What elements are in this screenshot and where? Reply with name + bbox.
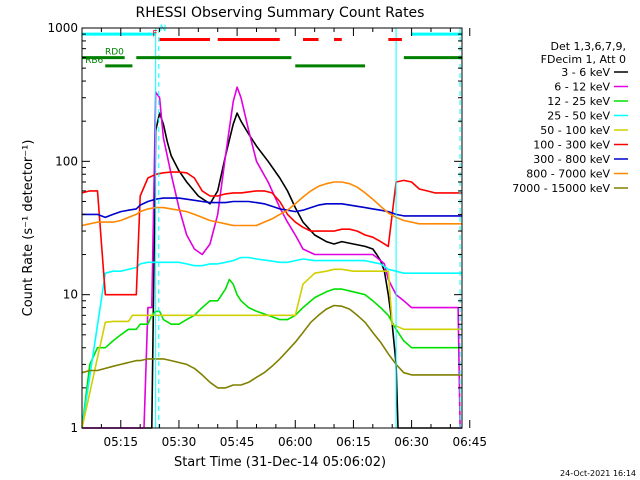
footer-timestamp: 24-Oct-2021 16:14 <box>560 469 636 478</box>
x-tick-label: 05:45 <box>220 435 255 449</box>
y-tick-label: 100 <box>55 154 78 168</box>
legend-label-7000-15000-kev: 7000 - 15000 keV <box>512 182 610 195</box>
legend: Det 1,3,6,7,9,FDecim 1, Att 03 - 6 keV 6 … <box>512 40 628 195</box>
series-line-12-25-kev <box>81 278 462 429</box>
y-tick-label: 1 <box>70 421 78 435</box>
x-tick-label: 06:00 <box>278 435 313 449</box>
legend-label-3-6-kev: 3 - 6 keV <box>561 66 610 79</box>
series-line-6-12-kev <box>82 86 462 429</box>
x-tick-label: 06:45 <box>452 435 487 449</box>
legend-label-12-25-kev: 12 - 25 keV <box>547 95 610 108</box>
series-line-7000-15000-kev <box>81 304 462 389</box>
legend-label-6-12-kev: 6 - 12 keV <box>554 81 610 94</box>
y-tick-label: 1000 <box>47 21 78 35</box>
legend-header-0: Det 1,3,6,7,9, <box>550 40 626 53</box>
series-line-100-300-kev <box>81 171 462 296</box>
series-line-3-6-kev <box>82 112 462 429</box>
legend-label-100-300-kev: 100 - 300 keV <box>533 139 610 152</box>
series-line-300-800-kev <box>82 197 462 219</box>
x-tick-label: 05:15 <box>103 435 138 449</box>
y-tick-label: 10 <box>63 288 78 302</box>
series-line-25-50-kev <box>81 256 462 429</box>
legend-label-300-800-kev: 300 - 800 keV <box>533 153 610 166</box>
series-layer <box>81 86 462 429</box>
flag-label-f: F <box>152 29 157 39</box>
plot-frame <box>81 27 463 429</box>
chart-title: RHESSI Observing Summary Count Rates <box>136 5 425 21</box>
legend-label-800-7000-kev: 800 - 7000 keV <box>526 168 610 181</box>
series-line-50-100-kev <box>81 268 462 429</box>
flag-label-rd0: RD0 <box>105 48 124 58</box>
legend-label-25-50-kev: 25 - 50 keV <box>547 110 610 123</box>
axes: 05:15 05:30 05:45 06:00 06:15 06:30 06:45 1 10 10… <box>47 21 487 449</box>
flag-label-n: N <box>160 24 167 34</box>
x-tick-label: 06:30 <box>394 435 429 449</box>
x-tick-label: 05:30 <box>162 435 197 449</box>
flag-label-rb6: RB6 <box>85 56 103 66</box>
x-tick-label: 06:15 <box>336 435 371 449</box>
y-axis-label: Count Rate (s⁻¹ detector⁻¹) <box>21 140 36 317</box>
legend-header-1: FDecim 1, Att 0 <box>541 53 626 66</box>
legend-label-50-100-kev: 50 - 100 keV <box>540 124 610 137</box>
x-axis-label: Start Time (31-Dec-14 05:06:02) <box>174 455 386 470</box>
series-line-800-7000-kev <box>81 181 462 227</box>
